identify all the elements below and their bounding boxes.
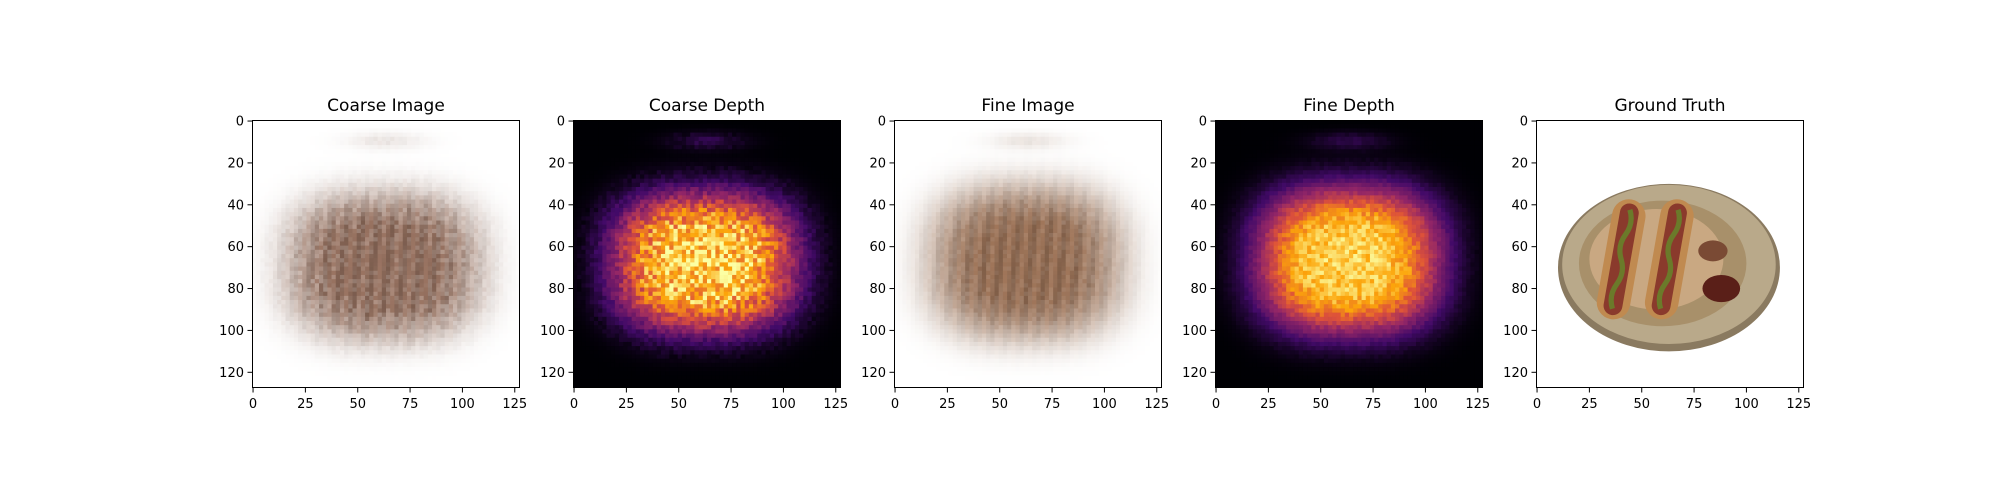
y-tick-label: 60 <box>1511 240 1528 255</box>
x-tick-label: 0 <box>570 397 578 412</box>
y-tick-label: 40 <box>1511 198 1528 213</box>
hot-dog-left <box>1596 199 1646 320</box>
axes-frame <box>1536 120 1804 388</box>
x-tick-label: 25 <box>1581 397 1598 412</box>
image-area <box>573 120 841 388</box>
panel-1: Coarse Depth 0 25 50 75 100 125 0 20 40 60 80 100 120 <box>540 96 848 412</box>
x-tick-label: 50 <box>349 397 366 412</box>
x-tick-label: 125 <box>502 397 527 412</box>
panel-4: Ground Truth 0 25 50 75 100 125 0 20 40 60 80 100 120 <box>1503 96 1811 412</box>
y-tick-label: 80 <box>548 282 565 297</box>
y-tick-label: 20 <box>1511 156 1528 171</box>
y-tick-label: 100 <box>219 324 244 339</box>
x-tick-label: 100 <box>1734 397 1759 412</box>
y-tick-label: 40 <box>227 198 244 213</box>
x-tick-label: 25 <box>297 397 314 412</box>
x-tick-label: 25 <box>939 397 956 412</box>
x-tick-label: 100 <box>1092 397 1117 412</box>
hot-dog-right <box>1644 199 1694 320</box>
x-tick-label: 100 <box>771 397 796 412</box>
axes-frame <box>894 120 1162 388</box>
y-tick-label: 100 <box>1182 324 1207 339</box>
y-tick-label: 120 <box>1182 366 1207 381</box>
y-tick-label: 60 <box>869 240 886 255</box>
panel-2: Fine Image 0 25 50 75 100 125 0 20 40 60 80 100 120 <box>861 96 1169 412</box>
x-tick-label: 100 <box>450 397 475 412</box>
panel-title: Fine Image <box>981 96 1074 116</box>
x-tick-label: 0 <box>1212 397 1220 412</box>
panel-title: Ground Truth <box>1614 96 1725 116</box>
y-tick-label: 0 <box>878 115 886 130</box>
image-area <box>1215 120 1483 388</box>
y-tick-label: 80 <box>227 282 244 297</box>
axes-frame <box>252 120 520 388</box>
x-tick-label: 50 <box>670 397 687 412</box>
y-tick-label: 80 <box>1511 282 1528 297</box>
y-tick-label: 60 <box>227 240 244 255</box>
panel-title: Coarse Depth <box>649 96 765 116</box>
y-tick-label: 60 <box>1190 240 1207 255</box>
y-tick-label: 100 <box>861 324 886 339</box>
x-tick-label: 75 <box>1686 397 1703 412</box>
y-tick-label: 40 <box>548 198 565 213</box>
axes-frame <box>1215 120 1483 388</box>
panel-title: Coarse Image <box>327 96 445 116</box>
x-tick-label: 125 <box>1144 397 1169 412</box>
panel-0: Coarse Image 0 25 50 75 100 125 0 20 40 60 80 100 120 <box>219 96 527 412</box>
axes-frame <box>573 120 841 388</box>
y-tick-label: 0 <box>236 115 244 130</box>
y-tick-label: 120 <box>1503 366 1528 381</box>
y-tick-label: 0 <box>557 115 565 130</box>
y-tick-label: 80 <box>869 282 886 297</box>
y-tick-label: 20 <box>1190 156 1207 171</box>
x-tick-label: 50 <box>1633 397 1650 412</box>
x-tick-label: 75 <box>1365 397 1382 412</box>
y-tick-label: 80 <box>1190 282 1207 297</box>
image-area <box>1536 120 1804 388</box>
y-tick-label: 0 <box>1199 115 1207 130</box>
y-tick-label: 120 <box>219 366 244 381</box>
y-tick-label: 120 <box>861 366 886 381</box>
x-tick-label: 75 <box>723 397 740 412</box>
y-tick-label: 20 <box>869 156 886 171</box>
sauce-top <box>1698 240 1728 262</box>
x-tick-label: 0 <box>249 397 257 412</box>
image-area <box>894 120 1162 388</box>
x-tick-label: 50 <box>1312 397 1329 412</box>
x-tick-label: 125 <box>1786 397 1811 412</box>
y-tick-label: 120 <box>540 366 565 381</box>
x-tick-label: 125 <box>1465 397 1490 412</box>
sauce-bottom <box>1702 274 1741 303</box>
y-tick-label: 0 <box>1520 115 1528 130</box>
x-tick-label: 100 <box>1413 397 1438 412</box>
x-tick-label: 25 <box>1260 397 1277 412</box>
y-tick-label: 100 <box>540 324 565 339</box>
y-tick-label: 20 <box>227 156 244 171</box>
image-area <box>252 120 520 388</box>
panel-title: Fine Depth <box>1303 96 1395 116</box>
panel-3: Fine Depth 0 25 50 75 100 125 0 20 40 60 80 100 120 <box>1182 96 1490 412</box>
y-tick-label: 100 <box>1503 324 1528 339</box>
y-tick-label: 40 <box>869 198 886 213</box>
x-tick-label: 75 <box>402 397 419 412</box>
x-tick-label: 25 <box>618 397 635 412</box>
x-tick-label: 75 <box>1044 397 1061 412</box>
y-tick-label: 40 <box>1190 198 1207 213</box>
x-tick-label: 125 <box>823 397 848 412</box>
y-tick-label: 20 <box>548 156 565 171</box>
x-tick-label: 50 <box>991 397 1008 412</box>
x-tick-label: 0 <box>891 397 899 412</box>
y-tick-label: 60 <box>548 240 565 255</box>
x-tick-label: 0 <box>1533 397 1541 412</box>
